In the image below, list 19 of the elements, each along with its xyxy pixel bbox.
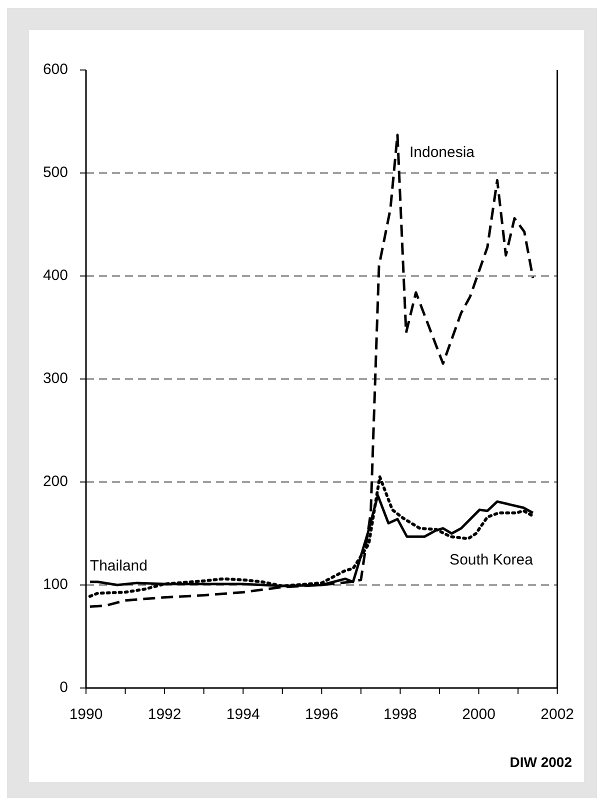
x-tick-label: 1996 [304,706,338,724]
y-tick-label: 600 [42,61,68,78]
series-label: Thailand [90,558,148,575]
y-tick-label: 0 [60,679,68,696]
x-tick-label: 1990 [69,706,103,724]
x-tick-label: 1998 [384,706,417,724]
x-tick-label: 1994 [226,706,260,724]
x-tick-label: 2002 [540,706,574,724]
x-tick-label: 2000 [462,706,496,724]
series-label: Indonesia [409,144,476,162]
series-label: South Korea [450,551,534,568]
text: DIW 2002 [510,754,572,770]
y-tick-label: 400 [42,267,68,284]
line-series [88,134,534,608]
x-tick-label: 1992 [148,706,182,724]
y-tick-label: 300 [42,370,68,388]
y-tick-label: 100 [42,576,68,594]
y-tick-label: 200 [42,473,68,490]
y-tick-label: 500 [42,164,68,182]
